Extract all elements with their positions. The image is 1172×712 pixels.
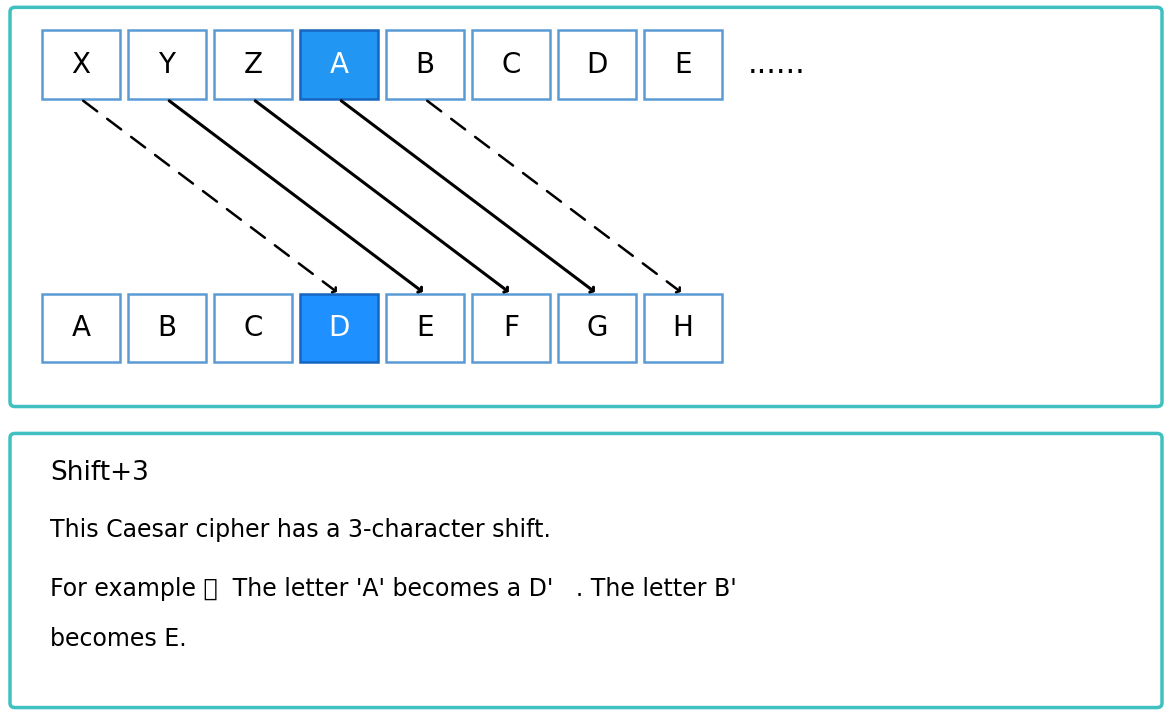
Bar — [643, 293, 722, 362]
Bar — [643, 31, 722, 99]
Bar — [128, 293, 206, 362]
Text: X: X — [71, 51, 90, 79]
Text: Y: Y — [158, 51, 176, 79]
Bar — [558, 31, 636, 99]
Text: A: A — [329, 51, 348, 79]
FancyBboxPatch shape — [11, 434, 1161, 708]
Text: F: F — [503, 314, 519, 342]
Text: B: B — [415, 51, 435, 79]
Text: C: C — [502, 51, 520, 79]
Text: H: H — [673, 314, 694, 342]
Text: This Caesar cipher has a 3-character shift.: This Caesar cipher has a 3-character shi… — [50, 518, 551, 542]
Text: For example ，  The letter 'A' becomes a D'   . The letter B': For example ， The letter 'A' becomes a D… — [50, 577, 737, 601]
Bar — [300, 293, 379, 362]
Bar — [386, 293, 464, 362]
Bar — [472, 293, 550, 362]
Bar — [42, 31, 120, 99]
Bar — [214, 293, 292, 362]
Text: D: D — [328, 314, 349, 342]
Bar — [472, 31, 550, 99]
Text: A: A — [71, 314, 90, 342]
Text: E: E — [674, 51, 691, 79]
Bar — [128, 31, 206, 99]
Text: becomes E.: becomes E. — [50, 627, 186, 651]
Text: E: E — [416, 314, 434, 342]
Bar — [214, 31, 292, 99]
Text: C: C — [244, 314, 263, 342]
Text: D: D — [586, 51, 608, 79]
FancyBboxPatch shape — [11, 7, 1161, 407]
Text: ......: ...... — [748, 51, 805, 79]
Text: Shift+3: Shift+3 — [50, 461, 149, 486]
Bar — [558, 293, 636, 362]
Bar — [386, 31, 464, 99]
Bar — [42, 293, 120, 362]
Text: B: B — [157, 314, 177, 342]
Text: Z: Z — [244, 51, 263, 79]
Bar — [300, 31, 379, 99]
Text: G: G — [586, 314, 608, 342]
